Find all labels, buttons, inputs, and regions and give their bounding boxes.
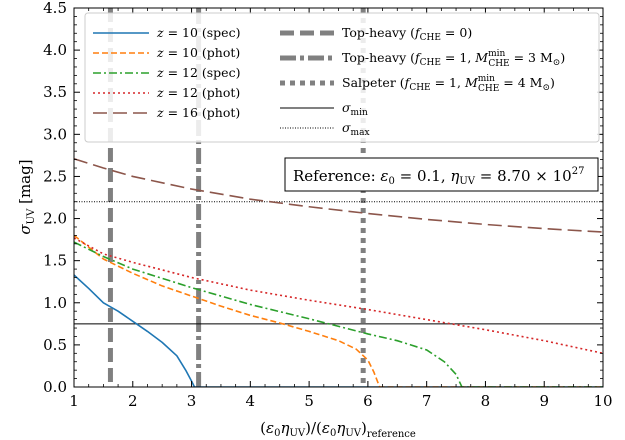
legend: z = 10 (spec) z = 10 (phot) z = 12 (spec… bbox=[84, 12, 600, 143]
x-tick-label-2: 2 bbox=[128, 392, 138, 410]
series-line-2 bbox=[74, 234, 603, 387]
x-tick-label-8: 8 bbox=[481, 392, 491, 410]
x-tick-label-5: 5 bbox=[304, 392, 314, 410]
reference-annotation: Reference: ε0 = 0.1, ηUV = 8.70 × 1027 bbox=[284, 157, 599, 192]
x-tick-label-3: 3 bbox=[187, 392, 197, 410]
y-tick-label-1: 0.5 bbox=[43, 336, 67, 354]
y-tick-label-0: 0.0 bbox=[43, 378, 67, 396]
legend-label-salpeter: Salpeter (fCHE = 1, Mmin CHE = 4 M⊙) bbox=[342, 74, 555, 94]
series-line-5 bbox=[74, 157, 603, 233]
x-tick-label-9: 9 bbox=[539, 392, 549, 410]
legend-label-z10-spec: z = 10 (spec) bbox=[156, 25, 240, 40]
y-tick-label-3: 1.5 bbox=[43, 252, 67, 270]
reference-box bbox=[284, 157, 599, 192]
legend-label-z12-spec: z = 12 (spec) bbox=[156, 65, 240, 80]
y-tick-label-2: 1.0 bbox=[43, 294, 67, 312]
x-tick-label-4: 4 bbox=[246, 392, 256, 410]
legend-label-z12-phot: z = 12 (phot) bbox=[156, 85, 240, 100]
axis-ticks: 1 2 3 4 5 6 7 8 9 10 0.0 0.5 1.0 1.5 2.0 2.5 3.0 3.5 4.0 4.… bbox=[43, 0, 612, 410]
x-tick-label-7: 7 bbox=[422, 392, 432, 410]
y-tick-label-5: 2.5 bbox=[43, 167, 67, 185]
legend-label-sigma-min: σmin bbox=[342, 100, 368, 118]
reference-text: Reference: ε0 = 0.1, ηUV = 8.70 × 1027 bbox=[293, 166, 584, 187]
legend-box bbox=[84, 12, 600, 143]
legend-label-z10-phot: z = 10 (phot) bbox=[156, 45, 240, 60]
x-tick-label-10: 10 bbox=[593, 392, 612, 410]
y-tick-label-6: 3.0 bbox=[43, 125, 67, 143]
series-line-3 bbox=[74, 241, 603, 387]
y-axis-label: σUV [mag] bbox=[16, 159, 37, 234]
x-tick-label-6: 6 bbox=[363, 392, 373, 410]
x-tick-label-1: 1 bbox=[69, 392, 79, 410]
legend-label-topheavy-fche1: Top-heavy (fCHE = 1, Mmin CHE = 3 M⊙) bbox=[342, 49, 565, 69]
legend-label-sigma-max: σmax bbox=[342, 120, 370, 138]
y-tick-label-4: 2.0 bbox=[43, 210, 67, 228]
y-tick-label-7: 3.5 bbox=[43, 83, 67, 101]
y-tick-label-9: 4.5 bbox=[43, 0, 67, 17]
legend-label-z16-phot: z = 16 (phot) bbox=[156, 105, 240, 120]
y-tick-label-8: 4.0 bbox=[43, 41, 67, 59]
